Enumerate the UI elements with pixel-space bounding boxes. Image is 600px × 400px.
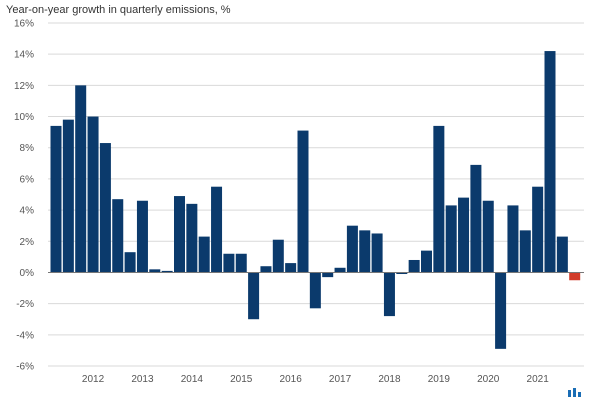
bar [408,259,420,273]
bar [285,263,297,273]
bar [87,116,99,273]
y-axis-labels: 16% 14% 12% 10% 8% 6% 4% 2% 0% -2% -4% -6% [14,19,34,373]
bar [470,164,482,273]
x-year-label: 2019 [428,374,451,385]
bar [556,236,568,273]
y-tick-label: 14% [14,50,34,61]
y-tick-label: -6% [16,362,34,373]
bar [544,51,556,273]
y-tick-label: -2% [16,299,34,310]
bar [519,230,531,273]
bar [50,125,62,273]
bar [297,130,309,273]
bar [421,250,432,273]
bar [99,143,111,273]
x-year-label: 2018 [378,374,401,385]
chart-subtitle: Year-on-year growth in quarterly emissio… [6,4,231,16]
carbon-brief-logo-icon [568,388,581,397]
bar [174,196,185,273]
y-tick-label: 12% [14,81,34,92]
bar [161,270,173,273]
bar [371,233,383,273]
bar [75,85,87,273]
y-tick-label: 6% [20,174,35,185]
x-year-label: 2017 [329,374,352,385]
bar [149,269,161,273]
bar [383,272,395,317]
y-tick-label: 4% [20,206,35,217]
y-tick-label: 0% [20,268,35,279]
y-tick-label: 2% [20,237,35,248]
bar [309,272,321,309]
y-tick-label: 8% [20,143,35,154]
x-year-label: 2014 [181,374,204,385]
bar [124,252,136,273]
bar [322,272,334,278]
bars [50,51,581,349]
bar [433,125,445,273]
bar [112,199,124,273]
bar [260,266,272,273]
bar [458,197,470,273]
x-year-label: 2016 [280,374,303,385]
x-axis-labels: 2012 2013 2014 2015 2016 2017 2018 2019 2020 2021 [82,374,549,385]
y-tick-label: 10% [14,112,34,123]
y-tick-label: -4% [16,330,34,341]
x-year-label: 2020 [477,374,500,385]
bar [223,253,235,273]
x-year-label: 2013 [131,374,154,385]
bar [334,267,346,273]
y-tick-label: 16% [14,19,34,30]
bar [62,119,74,273]
bar [272,239,284,273]
bar [495,272,507,349]
x-year-label: 2015 [230,374,253,385]
bar-highlight [569,272,581,281]
bar [346,225,358,273]
bar [445,205,457,273]
bar [211,186,223,273]
bar [482,200,494,273]
bar [235,253,247,273]
bar [248,272,260,320]
bar [186,203,198,273]
x-year-label: 2021 [527,374,550,385]
bar [198,236,210,273]
bar [507,205,519,273]
bar [359,230,371,273]
bar [396,272,408,275]
bar [532,186,544,273]
bar [136,200,148,273]
x-year-label: 2012 [82,374,105,385]
